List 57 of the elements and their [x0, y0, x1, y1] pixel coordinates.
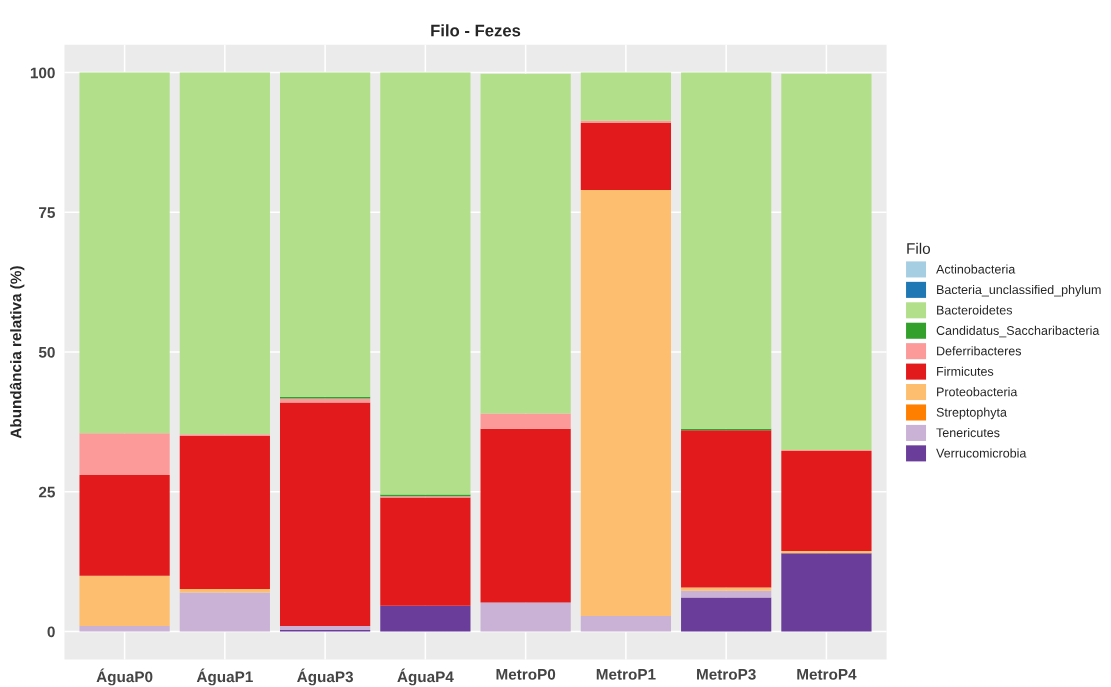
x-tick-label: MetroP1	[596, 669, 656, 680]
bar	[781, 451, 872, 552]
y-axis-title: Abundância relativa (%)	[9, 266, 25, 439]
x-tick-label: MetroP4	[797, 669, 857, 680]
bar	[380, 605, 471, 632]
bar	[681, 430, 772, 588]
y-tick-label: 25	[38, 486, 55, 498]
bar	[480, 73, 571, 414]
x-tick-label: ÁguaP1	[196, 668, 253, 686]
bar	[681, 597, 772, 632]
bar	[580, 72, 672, 121]
bar	[79, 625, 170, 632]
bar	[681, 587, 772, 591]
bar	[280, 402, 371, 626]
legend-label: Tenericutes	[936, 427, 1000, 438]
chart-title: Filo - Fezes	[431, 24, 521, 37]
legend-title: Filo	[907, 242, 931, 254]
bar	[79, 433, 170, 476]
bar	[781, 553, 872, 632]
bar	[380, 497, 471, 606]
bar	[179, 72, 270, 435]
bar	[681, 72, 772, 429]
bar	[480, 428, 571, 603]
bar	[79, 475, 170, 576]
bar	[79, 575, 170, 626]
bar	[280, 625, 371, 630]
y-tick-label: 75	[39, 207, 55, 219]
legend-label: Proteobacteria	[937, 387, 1018, 397]
legend-label: Deferribacteres	[937, 346, 1022, 356]
x-tick-label: MetroP3	[697, 668, 756, 680]
bar	[179, 435, 270, 590]
bar	[580, 122, 672, 190]
bar	[781, 551, 872, 554]
x-tick-label: ÁguaP0	[96, 668, 153, 686]
bar	[580, 189, 672, 616]
y-tick-label: 0	[47, 626, 55, 638]
bar	[179, 592, 270, 632]
bar	[580, 615, 672, 632]
legend-label: Streptophyta	[936, 407, 1007, 420]
legend-label: Bacteria_unclassified_phylum	[937, 284, 1101, 297]
bar	[781, 73, 872, 450]
x-tick-label: ÁguaP3	[297, 668, 354, 686]
bar	[480, 602, 571, 632]
bar	[79, 72, 170, 434]
x-tick-label: ÁguaP4	[397, 668, 454, 686]
bar	[280, 72, 371, 397]
bar	[380, 72, 471, 495]
legend-label: Candidatus_Saccharibacteria	[936, 325, 1100, 338]
legend-label: Verrucomicrobia	[936, 448, 1027, 458]
x-tick-label: MetroP0	[496, 668, 556, 680]
bar	[280, 398, 371, 403]
legend-label: Bacteroidetes	[937, 305, 1013, 315]
legend-label: Firmicutes	[937, 366, 994, 376]
legend-label: Actinobacteria	[936, 264, 1016, 274]
y-tick-label: 50	[38, 346, 55, 358]
y-tick-label: 100	[30, 67, 55, 79]
bar	[480, 413, 571, 429]
